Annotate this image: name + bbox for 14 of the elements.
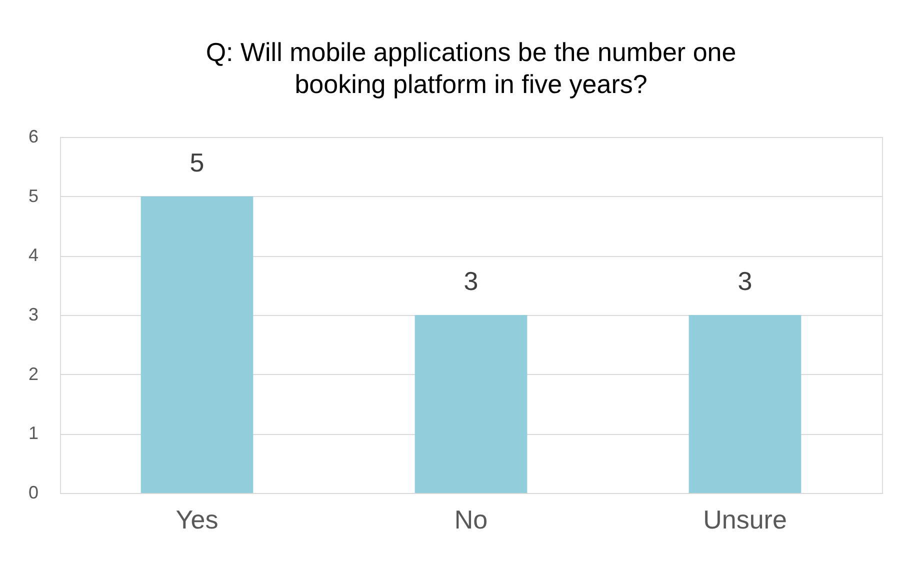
y-tick-label: 3	[28, 304, 38, 324]
y-tick-label: 6	[28, 126, 38, 146]
x-tick-label: Yes	[176, 504, 218, 534]
x-tick-label: No	[454, 504, 488, 534]
data-label: 5	[190, 147, 204, 178]
data-label: 3	[464, 266, 478, 296]
y-tick-label: 2	[28, 364, 38, 384]
y-tick-label: 1	[28, 423, 38, 444]
chart-title: Q: Will mobile applications be the number one booking platform in five years?	[206, 37, 736, 99]
data-label: 3	[738, 266, 752, 296]
y-tick-label: 4	[28, 245, 38, 266]
x-tick-label: Unsure	[703, 504, 787, 534]
y-tick-label: 5	[28, 186, 38, 206]
y-tick-label: 0	[28, 482, 38, 502]
